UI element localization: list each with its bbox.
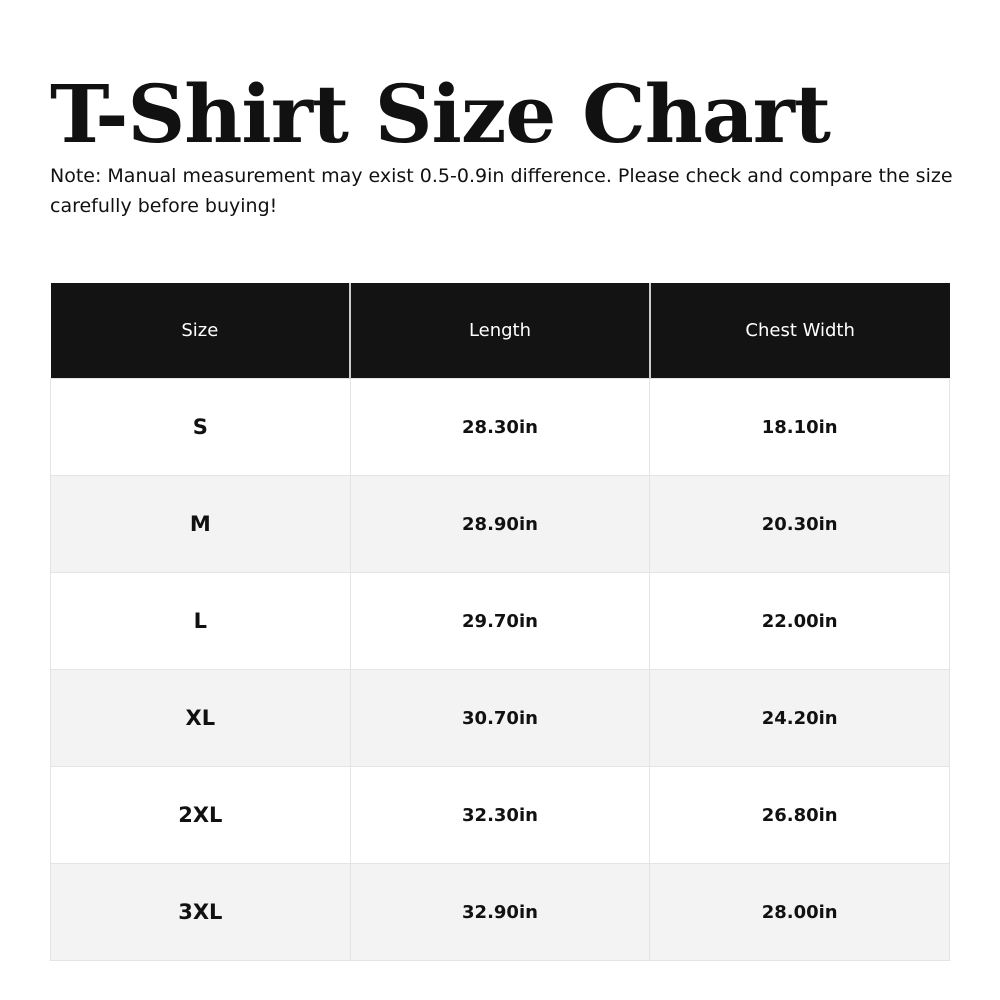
cell-length: 28.90in: [349, 475, 651, 573]
table-row: L 29.70in 22.00in: [50, 572, 950, 670]
page-title: T-Shirt Size Chart: [50, 67, 831, 161]
header-length: Length: [349, 283, 650, 379]
cell-chest-width: 28.00in: [649, 863, 950, 961]
table-row: S 28.30in 18.10in: [50, 378, 950, 476]
table-row: XL 30.70in 24.20in: [50, 669, 950, 767]
cell-size: 2XL: [50, 766, 351, 864]
size-table: Size Length Chest Width S 28.30in 18.10in M…: [50, 283, 950, 961]
cell-size: XL: [50, 669, 351, 767]
cell-length: 32.90in: [349, 863, 651, 961]
table-row: 2XL 32.30in 26.80in: [50, 766, 950, 864]
header-chest-width: Chest Width: [648, 283, 950, 379]
cell-length: 30.70in: [349, 669, 651, 767]
header-size: Size: [50, 283, 351, 379]
cell-length: 29.70in: [349, 572, 651, 670]
cell-chest-width: 26.80in: [649, 766, 950, 864]
cell-size: S: [50, 378, 351, 476]
cell-length: 32.30in: [349, 766, 651, 864]
cell-size: L: [50, 572, 351, 670]
cell-size: M: [50, 475, 351, 573]
cell-chest-width: 20.30in: [649, 475, 950, 573]
cell-size: 3XL: [50, 863, 351, 961]
table-row: 3XL 32.90in 28.00in: [50, 863, 950, 961]
cell-chest-width: 22.00in: [649, 572, 950, 670]
table-header-row: Size Length Chest Width: [50, 283, 950, 379]
cell-chest-width: 24.20in: [649, 669, 950, 767]
cell-chest-width: 18.10in: [649, 378, 950, 476]
cell-length: 28.30in: [349, 378, 651, 476]
table-row: M 28.90in 20.30in: [50, 475, 950, 573]
measurement-note: Note: Manual measurement may exist 0.5-0…: [50, 165, 953, 217]
